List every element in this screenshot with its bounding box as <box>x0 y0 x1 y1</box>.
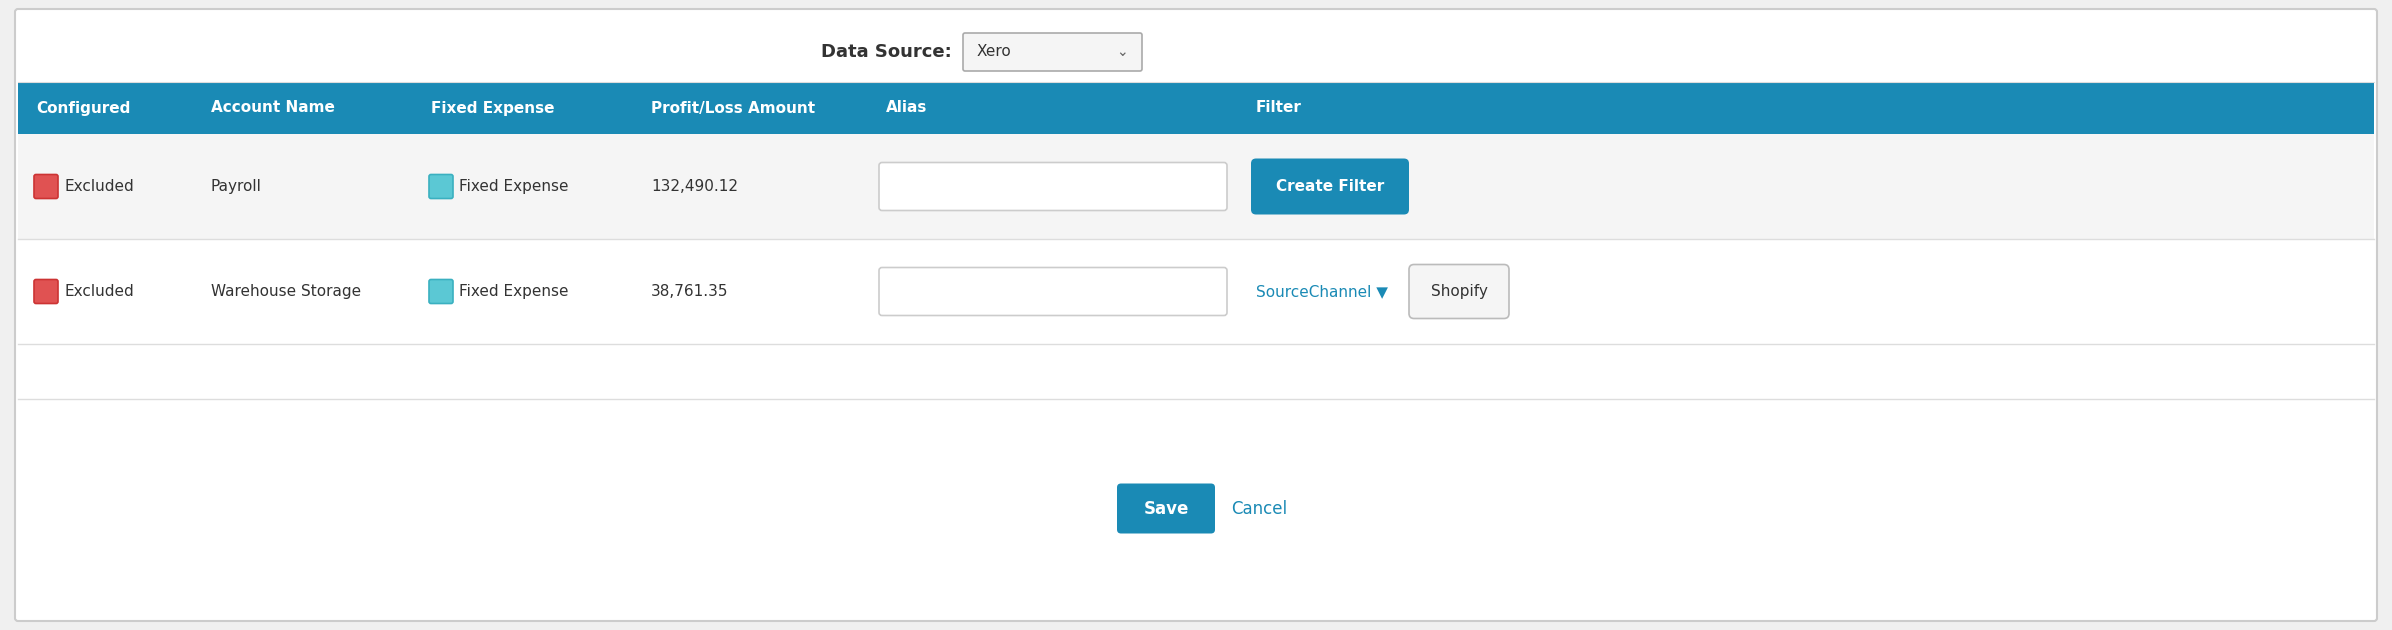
Text: Fixed Expense: Fixed Expense <box>459 179 569 194</box>
Text: SourceChannel ▼: SourceChannel ▼ <box>1256 284 1387 299</box>
FancyBboxPatch shape <box>33 175 57 198</box>
Text: Create Filter: Create Filter <box>1275 179 1385 194</box>
FancyBboxPatch shape <box>1117 483 1215 534</box>
FancyBboxPatch shape <box>1409 265 1509 319</box>
Text: Save: Save <box>1143 500 1189 517</box>
FancyBboxPatch shape <box>14 9 2378 621</box>
FancyBboxPatch shape <box>878 268 1227 316</box>
Text: 38,761.35: 38,761.35 <box>651 284 730 299</box>
Text: Fixed Expense: Fixed Expense <box>431 101 555 115</box>
Bar <box>19 82 2373 134</box>
Text: Payroll: Payroll <box>210 179 261 194</box>
Text: Profit/Loss Amount: Profit/Loss Amount <box>651 101 816 115</box>
Bar <box>19 239 2373 344</box>
FancyBboxPatch shape <box>33 280 57 304</box>
Text: Data Source:: Data Source: <box>820 43 952 61</box>
Text: Account Name: Account Name <box>210 101 335 115</box>
FancyBboxPatch shape <box>964 33 1141 71</box>
Text: Excluded: Excluded <box>65 284 134 299</box>
Text: Alias: Alias <box>885 101 928 115</box>
Text: Filter: Filter <box>1256 101 1301 115</box>
FancyBboxPatch shape <box>428 175 452 198</box>
FancyBboxPatch shape <box>1251 159 1409 214</box>
Text: Cancel: Cancel <box>1232 500 1287 517</box>
Text: Shopify: Shopify <box>1430 284 1488 299</box>
Text: Excluded: Excluded <box>65 179 134 194</box>
FancyBboxPatch shape <box>878 163 1227 210</box>
Text: Xero: Xero <box>976 45 1012 59</box>
Text: Configured: Configured <box>36 101 132 115</box>
Text: Fixed Expense: Fixed Expense <box>459 284 569 299</box>
Bar <box>19 134 2373 239</box>
FancyBboxPatch shape <box>428 280 452 304</box>
Text: Warehouse Storage: Warehouse Storage <box>210 284 361 299</box>
Text: ⌄: ⌄ <box>1117 45 1127 59</box>
Text: 132,490.12: 132,490.12 <box>651 179 739 194</box>
